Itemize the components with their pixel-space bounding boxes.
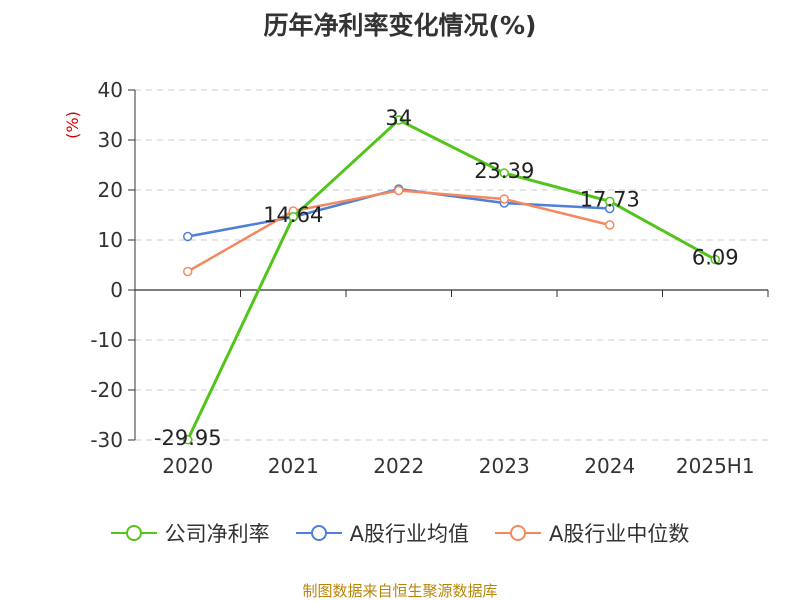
y-tick-label: 20 — [98, 178, 123, 202]
data-point — [710, 254, 720, 265]
x-tick-label: 2025H1 — [676, 454, 755, 478]
data-point — [605, 196, 615, 207]
data-label: 6.09 — [692, 246, 739, 270]
legend-item-industry-mean[interactable]: A股行业均值 — [295, 518, 469, 548]
x-tick-label: 2022 — [373, 454, 424, 478]
y-tick-label: -20 — [90, 378, 123, 402]
data-label: 34 — [385, 106, 412, 130]
data-point — [183, 266, 193, 277]
x-tick-label: 2021 — [268, 454, 319, 478]
y-tick-label: 40 — [98, 78, 123, 102]
y-axis-title: (%) — [63, 111, 82, 139]
x-tick-label: 2023 — [479, 454, 530, 478]
legend-swatch-company — [110, 525, 157, 541]
data-label: -29.95 — [154, 426, 222, 450]
data-point — [394, 115, 404, 125]
x-tick-label: 2020 — [162, 454, 213, 478]
x-tick-label: 2024 — [584, 454, 635, 478]
data-point — [499, 168, 509, 178]
y-tick-label: -10 — [90, 328, 123, 352]
series-line — [186, 118, 716, 441]
series-line — [187, 189, 611, 273]
data-point — [605, 220, 615, 230]
legend-item-industry-median[interactable]: A股行业中位数 — [495, 518, 689, 548]
line-chart: (%) 40 30 20 10 0 -10 -20 -30 2020 2021 2022 2023 202… — [63, 78, 769, 478]
chart-title: 历年净利率变化情况(%) — [263, 11, 537, 40]
data-point — [183, 435, 193, 445]
data-label: 23.39 — [474, 159, 534, 183]
y-tick-label: 10 — [98, 228, 123, 252]
legend-label-industry-median: A股行业中位数 — [549, 522, 690, 546]
legend-label-company: 公司净利率 — [164, 522, 270, 546]
y-tick-label: 30 — [98, 128, 123, 152]
y-tick-label: -30 — [90, 428, 123, 452]
data-point — [288, 212, 298, 222]
legend-label-industry-mean: A股行业均值 — [349, 522, 469, 546]
data-label: 17.73 — [580, 187, 640, 211]
series-line — [187, 187, 610, 238]
legend-item-company[interactable]: 公司净利率 — [110, 518, 270, 548]
legend-swatch-industry-mean — [295, 525, 342, 541]
legend-swatch-industry-median — [495, 525, 541, 541]
data-label: 14.64 — [263, 203, 323, 227]
legend: 公司净利率 A股行业均值 A股行业中位数 — [0, 518, 800, 548]
data-point — [183, 231, 193, 242]
data-point — [394, 185, 404, 196]
source-note: 制图数据来自恒生聚源数据库 — [302, 582, 498, 600]
data-point — [499, 194, 509, 204]
y-tick-label: 0 — [110, 278, 123, 302]
